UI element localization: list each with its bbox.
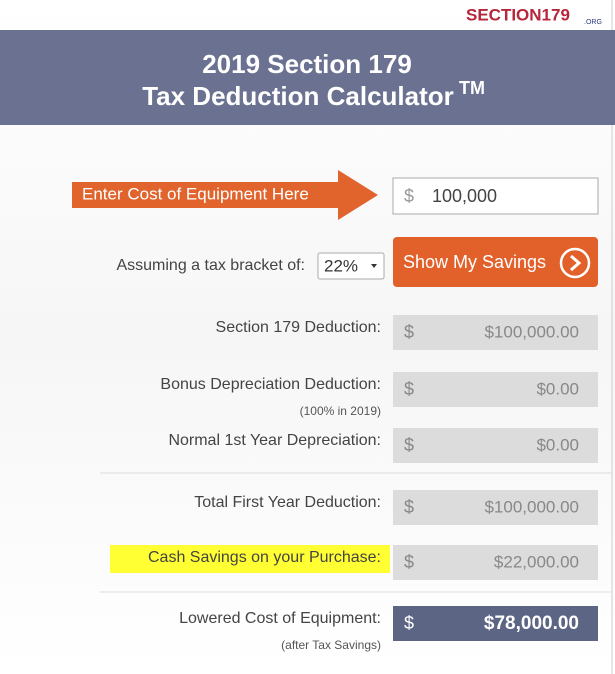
row-value: $22,000.00 xyxy=(494,552,579,571)
bracket-label: Assuming a tax bracket of: xyxy=(116,257,305,274)
row-value: $100,000.00 xyxy=(484,497,579,516)
row-currency: $ xyxy=(404,552,414,572)
row-label: Normal 1st Year Depreciation: xyxy=(168,432,381,449)
result-box xyxy=(393,606,598,641)
arrow-label: Enter Cost of Equipment Here xyxy=(82,184,309,203)
row-sublabel: (after Tax Savings) xyxy=(281,638,381,652)
title-line: Tax Deduction Calculator xyxy=(142,81,454,111)
row-currency: $ xyxy=(404,613,414,633)
result-box xyxy=(393,372,598,407)
row-value: $0.00 xyxy=(536,379,579,398)
result-box xyxy=(393,545,598,580)
highlight xyxy=(110,545,390,573)
result-box xyxy=(393,490,598,525)
button-icon-arrow xyxy=(570,254,582,272)
trademark: TM xyxy=(459,78,485,98)
header-band xyxy=(0,30,615,125)
logo: SECTION179 xyxy=(466,5,570,24)
result-box xyxy=(393,315,598,350)
row-label: Bonus Depreciation Deduction: xyxy=(160,376,381,393)
arrow xyxy=(72,170,378,220)
row-value: $100,000.00 xyxy=(484,322,579,341)
row-value: $78,000.00 xyxy=(484,613,579,634)
row-sublabel: (100% in 2019) xyxy=(300,404,381,418)
row-currency: $ xyxy=(404,497,414,517)
row-currency: $ xyxy=(404,435,414,455)
bracket-value: 22% xyxy=(324,256,358,275)
row-currency: $ xyxy=(404,379,414,399)
input-currency: $ xyxy=(404,186,414,206)
row-label: Lowered Cost of Equipment: xyxy=(179,610,381,627)
button-label: Show My Savings xyxy=(403,252,546,272)
input-value: 100,000 xyxy=(432,186,497,206)
show-savings-button[interactable] xyxy=(393,237,598,287)
logo-suffix: .ORG xyxy=(584,19,602,26)
row-label: Section 179 Deduction: xyxy=(216,319,381,336)
row-label: Cash Savings on your Purchase: xyxy=(148,549,381,566)
row-currency: $ xyxy=(404,322,414,342)
select-caret xyxy=(371,264,377,268)
row-label: Total First Year Deduction: xyxy=(194,494,381,511)
button-icon xyxy=(559,247,591,279)
title-line: 2019 Section 179 xyxy=(202,49,412,79)
result-box xyxy=(393,428,598,463)
cost-input[interactable] xyxy=(392,177,599,215)
row-value: $0.00 xyxy=(536,435,579,454)
bracket-select[interactable] xyxy=(317,252,385,280)
